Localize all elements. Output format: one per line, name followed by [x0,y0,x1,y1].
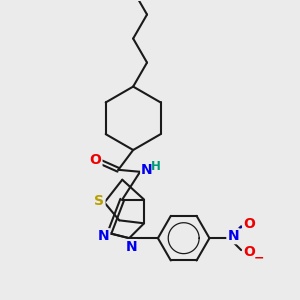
Text: N: N [227,229,239,243]
Text: S: S [94,194,104,208]
Text: +: + [238,223,247,233]
Text: N: N [98,229,109,243]
Text: H: H [151,160,161,173]
Text: O: O [243,217,255,231]
Text: −: − [254,251,264,265]
Text: O: O [243,245,255,259]
Text: N: N [141,163,153,177]
Text: N: N [125,240,137,254]
Text: O: O [90,153,101,167]
